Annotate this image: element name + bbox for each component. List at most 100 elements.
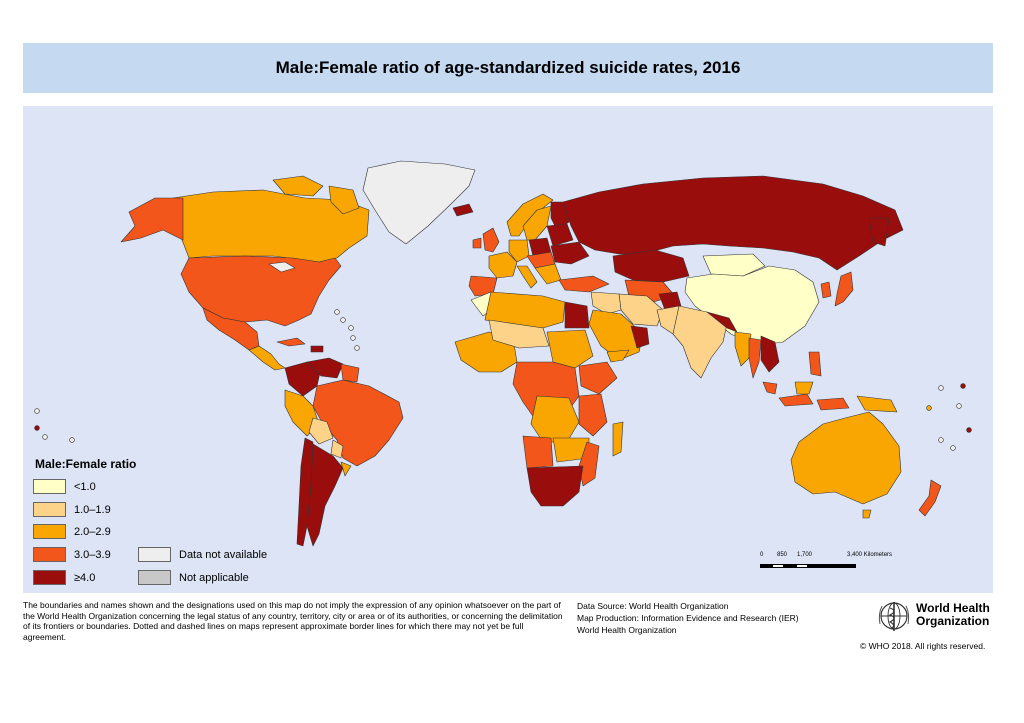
region-iraq-syria — [590, 291, 622, 315]
region-ukraine — [550, 241, 590, 265]
region-germany — [508, 239, 530, 263]
scale-label-850: 850 — [777, 552, 788, 558]
legend-swatch — [138, 570, 171, 585]
region-indonesia-1 — [778, 393, 814, 407]
who-name: World Health Organization — [916, 602, 990, 628]
region-venezuela — [306, 357, 344, 379]
region-russia — [562, 175, 904, 271]
source-block: Data Source: World Health Organization M… — [577, 600, 837, 636]
disclaimer-text: The boundaries and names shown and the d… — [23, 600, 563, 642]
region-new-zealand — [918, 479, 942, 517]
scale-segment — [772, 564, 784, 568]
who-name-line1: World Health — [916, 601, 990, 615]
island-12 — [340, 317, 346, 323]
island-3 — [69, 437, 75, 443]
region-ireland — [472, 237, 482, 249]
legend-label: ≥4.0 — [74, 571, 96, 584]
legend-item-3-39: 3.0–3.9 — [33, 547, 111, 562]
island-4 — [938, 385, 944, 391]
island-7 — [956, 403, 962, 409]
region-cuba — [276, 337, 306, 347]
map-title-bar: Male:Female ratio of age-standardized su… — [23, 43, 993, 93]
region-afghanistan — [658, 291, 682, 311]
legend-label: 1.0–1.9 — [74, 503, 111, 516]
region-korea — [820, 281, 832, 299]
region-indochina — [760, 335, 780, 373]
region-balkans — [534, 263, 562, 285]
island-1 — [34, 425, 40, 431]
scale-bar: 0 850 1,700 3,400 Kilometers — [760, 552, 892, 574]
region-new-guinea — [856, 395, 898, 413]
island-11 — [334, 309, 340, 315]
region-australia — [790, 411, 902, 505]
region-arabia — [588, 309, 644, 361]
legend-swatch — [33, 547, 66, 562]
region-guianas — [340, 363, 360, 383]
region-paraguay — [330, 439, 344, 459]
legend-item-ge4: ≥4.0 — [33, 570, 95, 585]
region-central-america — [248, 345, 286, 371]
region-uruguay — [340, 461, 352, 477]
region-alaska — [120, 197, 184, 243]
region-indonesia-3 — [816, 397, 850, 411]
who-name-line2: Organization — [916, 614, 990, 628]
scale-label-1700: 1,700 — [797, 552, 813, 558]
legend-swatch — [33, 479, 66, 494]
region-iceland — [452, 203, 474, 217]
region-bolivia — [308, 417, 334, 445]
region-baltics-belarus — [546, 223, 574, 247]
legend-label: 2.0–2.9 — [74, 525, 111, 538]
legend-item-2-29: 2.0–2.9 — [33, 524, 111, 539]
map-frame — [23, 106, 993, 593]
region-sudan — [546, 329, 594, 369]
scale-label-0: 0 — [760, 552, 764, 558]
copyright: © WHO 2018. All rights reserved. — [860, 641, 986, 651]
legend-title: Male:Female ratio — [35, 457, 137, 471]
region-east-africa — [578, 393, 608, 437]
world-map — [34, 160, 972, 547]
region-baffin — [328, 185, 360, 215]
region-turkey — [558, 275, 610, 293]
legend-item-1-19: 1.0–1.9 — [33, 502, 111, 517]
island-13 — [348, 325, 354, 331]
island-15 — [354, 345, 360, 351]
region-indonesia-2 — [794, 381, 814, 395]
legend-label: <1.0 — [74, 480, 96, 493]
island-5 — [960, 383, 966, 389]
region-mongolia — [702, 253, 766, 277]
scale-segment — [760, 564, 772, 568]
scale-segment — [784, 564, 796, 568]
region-greenland — [362, 160, 476, 245]
island-9 — [938, 437, 944, 443]
legend-swatch — [33, 524, 66, 539]
region-france — [488, 251, 518, 279]
legend-item-not-applicable: Not applicable — [138, 570, 249, 585]
region-caribbean — [310, 345, 324, 353]
region-thailand — [748, 337, 762, 379]
map-title: Male:Female ratio of age-standardized su… — [275, 58, 741, 77]
region-kamchatka — [868, 217, 890, 247]
region-canada-islands — [272, 175, 324, 197]
island-hawaii — [34, 408, 40, 414]
legend-label: Data not available — [179, 548, 268, 561]
region-myanmar — [734, 331, 752, 367]
region-oman — [630, 325, 650, 349]
island-6 — [926, 405, 932, 411]
region-canada — [172, 189, 370, 263]
island-14 — [350, 335, 356, 341]
who-logo — [876, 600, 996, 634]
region-mali-niger — [488, 319, 550, 349]
scale-segment — [796, 564, 808, 568]
region-ethiopia — [578, 361, 618, 395]
region-malaysia — [762, 381, 778, 395]
legend-label: Not applicable — [179, 571, 249, 584]
region-italy — [516, 265, 538, 289]
legend-item-lt1: <1.0 — [33, 479, 96, 494]
region-southern-africa — [526, 465, 584, 507]
region-japan — [834, 271, 854, 307]
region-argentina — [306, 443, 344, 547]
scale-label-3400: 3,400 Kilometers — [847, 552, 893, 558]
legend-swatch — [33, 502, 66, 517]
region-mozambique — [578, 441, 600, 487]
region-tasmania — [862, 509, 872, 519]
